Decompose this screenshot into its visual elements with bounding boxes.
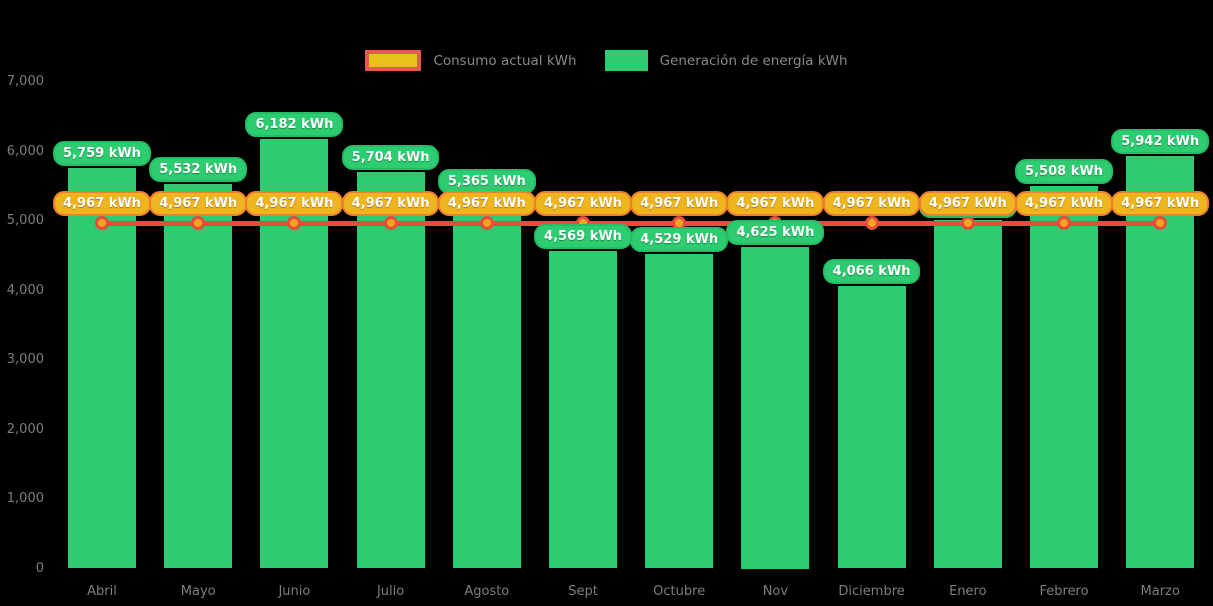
bar-value-label-diciembre: 4,066 kWh	[822, 258, 921, 284]
bar-diciembre	[837, 285, 906, 569]
y-tick-label: 6,000	[6, 143, 44, 159]
bar-agosto	[452, 195, 521, 569]
consumption-value-label-sept: 4,967 kWh	[534, 191, 632, 217]
y-tick-label: 7,000	[6, 74, 44, 89]
x-tick-label-junio: Junio	[278, 584, 311, 599]
consumption-value-label-abril: 4,967 kWh	[53, 191, 151, 217]
bar-nov	[741, 247, 810, 569]
line-marker-enero	[960, 216, 975, 231]
line-marker-marzo	[1153, 216, 1168, 231]
consumption-value-label-julio: 4,967 kWh	[341, 191, 440, 217]
y-tick-label: 4,000	[6, 282, 44, 298]
bar-value-label-febrero: 5,508 kWh	[1015, 158, 1113, 184]
consumption-line	[102, 220, 1161, 226]
y-tick-label: 0	[35, 560, 44, 576]
y-tick-label: 2,000	[6, 421, 44, 437]
line-marker-abril	[95, 216, 109, 231]
legend-swatch-generacion-icon	[604, 50, 648, 71]
line-marker-agosto	[479, 216, 494, 231]
x-tick-label-julio: Julio	[376, 584, 405, 599]
x-tick-label-sept: Sept	[568, 584, 598, 599]
chart-legend: Consumo actual kWh Generación de energía…	[0, 50, 1213, 71]
x-tick-label-octubre: Octubre	[653, 584, 706, 599]
bar-value-label-abril: 5,759 kWh	[53, 141, 151, 167]
consumption-value-label-agosto: 4,967 kWh	[437, 191, 536, 217]
legend-label-generacion: Generación de energía kWh	[659, 52, 848, 69]
legend-swatch-consumo-icon	[365, 50, 422, 71]
x-tick-label-abril: Abril	[87, 584, 117, 599]
consumption-value-label-enero: 4,967 kWh	[918, 191, 1017, 217]
bar-febrero	[1030, 185, 1098, 569]
consumption-value-label-junio: 4,967 kWh	[245, 191, 344, 217]
y-tick-label: 1,000	[6, 491, 44, 506]
x-tick-label-agosto: Agosto	[464, 584, 510, 599]
bar-value-label-mayo: 5,532 kWh	[149, 157, 248, 183]
x-tick-label-marzo: Marzo	[1140, 584, 1180, 599]
x-tick-label-mayo: Mayo	[180, 584, 216, 599]
x-tick-label-nov: Nov	[762, 584, 789, 599]
x-tick-label-enero: Enero	[949, 584, 987, 599]
legend-item-consumo[interactable]: Consumo actual kWh	[365, 50, 577, 71]
consumption-value-label-febrero: 4,967 kWh	[1015, 191, 1113, 217]
line-marker-junio	[287, 216, 302, 231]
consumption-value-label-mayo: 4,967 kWh	[149, 191, 248, 217]
bar-value-label-junio: 6,182 kWh	[245, 111, 344, 137]
bar-enero	[933, 220, 1002, 569]
consumption-value-label-octubre: 4,967 kWh	[630, 191, 729, 217]
bar-value-label-nov: 4,625 kWh	[726, 220, 825, 246]
legend-item-generacion[interactable]: Generación de energía kWh	[604, 50, 848, 71]
bar-value-label-marzo: 5,942 kWh	[1111, 128, 1210, 154]
y-tick-label: 3,000	[6, 352, 44, 367]
x-tick-label-diciembre: Diciembre	[838, 584, 905, 599]
legend-label-consumo: Consumo actual kWh	[433, 52, 577, 69]
bar-value-label-agosto: 5,365 kWh	[437, 168, 536, 194]
line-marker-febrero	[1057, 216, 1071, 231]
bar-mayo	[164, 184, 233, 569]
x-tick-label-febrero: Febrero	[1039, 584, 1089, 599]
bar-abril	[68, 168, 136, 569]
bar-value-label-julio: 5,704 kWh	[341, 145, 440, 171]
line-marker-julio	[383, 216, 398, 231]
consumption-value-label-marzo: 4,967 kWh	[1111, 191, 1210, 217]
bar-value-label-sept: 4,569 kWh	[534, 223, 632, 249]
line-marker-mayo	[191, 216, 206, 231]
y-tick-label: 5,000	[6, 213, 44, 228]
bar-octubre	[645, 253, 714, 569]
bar-julio	[356, 172, 425, 569]
line-marker-diciembre	[864, 216, 879, 231]
bar-sept	[549, 250, 617, 569]
consumption-value-label-diciembre: 4,967 kWh	[822, 191, 921, 217]
bar-value-label-octubre: 4,529 kWh	[630, 226, 729, 252]
consumption-value-label-nov: 4,967 kWh	[726, 191, 825, 217]
